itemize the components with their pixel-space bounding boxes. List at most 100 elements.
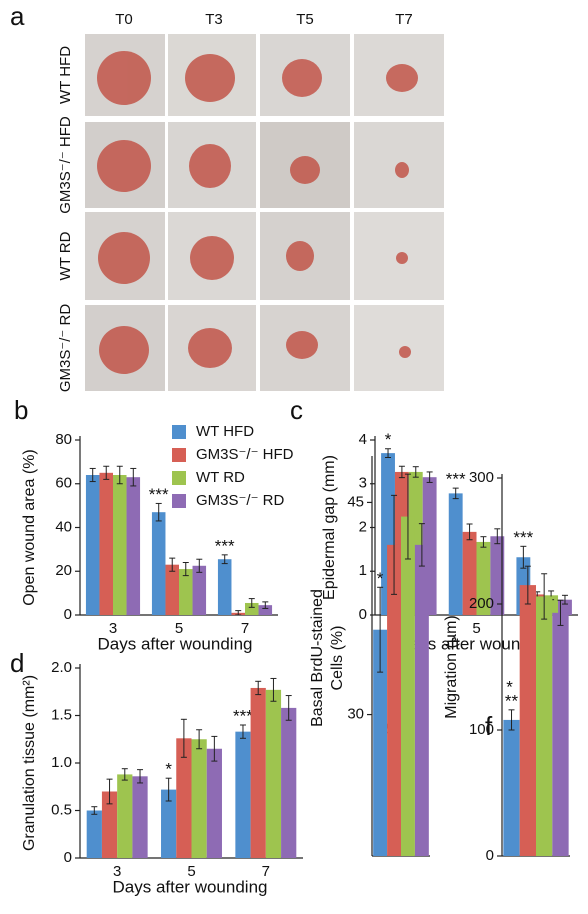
- bar: [401, 516, 415, 856]
- bar: [126, 477, 141, 615]
- wound: [185, 54, 235, 102]
- significance: ***: [513, 528, 533, 547]
- significance: ***: [233, 706, 253, 725]
- photo: [354, 305, 444, 391]
- panel-letter: b: [14, 395, 28, 425]
- significance: ***: [446, 470, 466, 489]
- x-axis-label: Days after wounding: [98, 634, 253, 653]
- row-label: GM3S⁻/⁻ RD: [57, 304, 74, 393]
- y-tick-label: 60: [55, 475, 72, 492]
- y-tick-label: 1.5: [51, 706, 72, 723]
- y-tick-label: 20: [55, 562, 72, 579]
- significance: *: [385, 430, 392, 449]
- bar: [235, 731, 251, 858]
- y-tick-label: 0: [359, 606, 367, 623]
- y-tick-label: 1: [359, 562, 367, 579]
- bar: [132, 776, 148, 858]
- wound: [282, 59, 322, 97]
- bar: [476, 541, 491, 615]
- y-tick-label: 100: [469, 721, 494, 738]
- y-tick-label: 0: [64, 849, 72, 866]
- bar: [191, 739, 207, 858]
- bar: [250, 687, 266, 858]
- significance: *: [377, 569, 384, 588]
- bar: [101, 791, 118, 858]
- column-label: T3: [205, 11, 223, 28]
- x-tick-label: 5: [175, 620, 183, 637]
- column-label: T7: [395, 11, 413, 28]
- bar: [206, 748, 222, 858]
- wound: [98, 232, 150, 284]
- legend-swatch: [172, 425, 186, 439]
- bar: [161, 789, 177, 858]
- significance: **: [505, 691, 519, 710]
- legend-swatch: [172, 494, 186, 508]
- wound: [286, 331, 318, 359]
- bar: [490, 536, 505, 615]
- y-axis-label: Cells (%): [329, 626, 346, 691]
- bar: [99, 472, 113, 615]
- row-label: WT HFD: [57, 46, 74, 104]
- wound: [290, 156, 320, 184]
- y-tick-label: 4: [359, 431, 367, 448]
- x-tick-label: 3: [113, 863, 121, 880]
- y-tick-label: 0: [64, 606, 72, 623]
- x-tick-label: 3: [109, 620, 117, 637]
- legend-swatch: [172, 448, 186, 462]
- bar: [217, 559, 232, 615]
- significance: *: [165, 760, 172, 779]
- x-tick-label: 7: [241, 620, 249, 637]
- bar: [165, 564, 179, 615]
- panel-letter: c: [290, 395, 303, 425]
- y-axis-label: Migration (µm): [443, 615, 460, 718]
- wound: [97, 140, 151, 192]
- x-tick-label: 7: [262, 863, 270, 880]
- legend-label: GM3S⁻/⁻ RD: [196, 492, 285, 509]
- bar: [281, 707, 297, 858]
- row-label: GM3S⁻/⁻ HFD: [57, 116, 74, 214]
- x-axis-label: Days after wounding: [398, 634, 553, 653]
- y-tick-label: 300: [469, 469, 494, 486]
- panel-letter: d: [10, 648, 24, 678]
- y-axis-label: Basal BrdU-stained: [309, 589, 326, 727]
- y-tick-label: 40: [55, 518, 72, 535]
- panel-a-photos: [85, 34, 444, 391]
- wound: [386, 64, 418, 92]
- wound: [286, 241, 314, 271]
- y-tick-label: 200: [469, 595, 494, 612]
- significance: ***: [149, 485, 169, 504]
- y-tick-label: 45: [347, 493, 364, 510]
- y-tick-label: 1.0: [51, 754, 72, 771]
- y-tick-label: 2: [359, 518, 367, 535]
- bar: [245, 602, 259, 615]
- bar: [265, 689, 282, 858]
- bar: [176, 738, 192, 858]
- row-label: WT RD: [57, 231, 74, 280]
- wound: [190, 236, 234, 280]
- y-axis-label: Granulation tissue (mm²): [21, 675, 38, 851]
- column-label: T0: [115, 11, 133, 28]
- x-axis-label: Days after wounding: [113, 877, 268, 896]
- wound: [189, 144, 231, 188]
- wound: [97, 51, 151, 105]
- bar: [448, 493, 463, 615]
- y-axis-label: Open wound area (%): [21, 449, 38, 606]
- bar: [414, 544, 429, 856]
- y-tick-label: 80: [55, 431, 72, 448]
- x-tick-label: 5: [472, 620, 480, 637]
- column-label: T5: [296, 11, 314, 28]
- panel-letter: a: [10, 1, 25, 31]
- wound: [395, 162, 409, 178]
- bar: [85, 475, 100, 615]
- y-tick-label: 3: [359, 475, 367, 492]
- wound: [188, 328, 232, 368]
- bar: [117, 774, 133, 858]
- bar: [113, 475, 127, 615]
- bar: [258, 605, 273, 615]
- legend-label: WT HFD: [196, 423, 254, 440]
- x-tick-label: 5: [187, 863, 195, 880]
- bar: [387, 544, 401, 856]
- wound: [399, 346, 411, 358]
- bar: [151, 512, 166, 615]
